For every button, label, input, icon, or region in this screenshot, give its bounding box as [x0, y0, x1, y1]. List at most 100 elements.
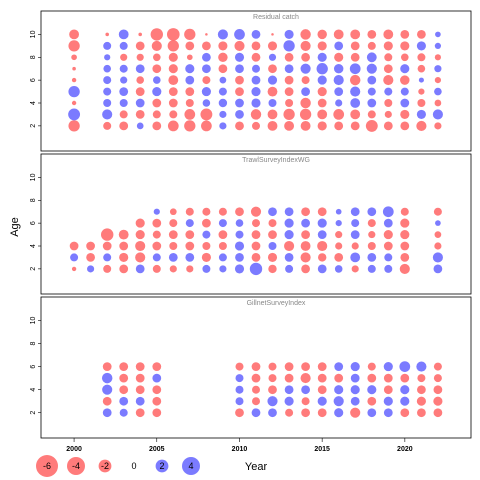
bubble [202, 41, 211, 51]
bubble [333, 109, 345, 120]
bubble [317, 385, 327, 395]
legend-item: 4 [182, 457, 200, 475]
bubble [285, 99, 294, 107]
bubble [434, 231, 442, 238]
bubble [152, 241, 162, 251]
bubble [218, 87, 227, 96]
bubble [268, 219, 277, 228]
bubble [168, 253, 178, 262]
bubble [252, 121, 260, 130]
bubble [384, 253, 393, 262]
y-tick-label: 10 [30, 30, 37, 38]
bubble [434, 77, 441, 84]
bubble [120, 76, 128, 84]
bubble [185, 75, 195, 85]
bubble [268, 64, 277, 74]
bubble [152, 373, 162, 383]
bubble [367, 242, 376, 250]
bubble [367, 385, 377, 395]
bubble [285, 264, 294, 273]
y-tick-label: 2 [30, 267, 37, 271]
bubble [433, 408, 443, 418]
legend-item: -4 [67, 457, 85, 475]
bubble [284, 230, 294, 240]
bubble [235, 64, 244, 74]
bubble [284, 75, 294, 85]
panel-title: GillnetSurveyIndex [247, 300, 306, 307]
bubble [119, 373, 129, 383]
bubble [102, 384, 113, 395]
bubble [366, 52, 377, 63]
bubble [251, 30, 261, 39]
bubble [284, 385, 294, 395]
bubble [169, 219, 178, 228]
legend-item: -2 [98, 459, 112, 473]
bubble [251, 41, 261, 51]
bubble [252, 385, 260, 394]
bubble [301, 218, 310, 228]
bubble [335, 208, 342, 215]
panel-title: TrawlSurveyIndexWG [242, 157, 310, 164]
bubble [119, 87, 129, 96]
bubble [350, 52, 360, 62]
bubble [317, 373, 327, 383]
bubble [235, 75, 244, 85]
bubble [350, 230, 360, 239]
bubble [383, 241, 393, 251]
bubble [301, 76, 310, 85]
size-legend: -6 -4 -2 0 2 4 [36, 455, 200, 477]
bubble [367, 207, 377, 217]
bubble [168, 52, 178, 62]
bubble [435, 31, 441, 38]
legend-bubble [182, 457, 200, 475]
bubble [349, 63, 361, 75]
bubble [400, 64, 410, 74]
bubble [119, 41, 128, 50]
bubble [70, 253, 79, 262]
bubble [400, 41, 410, 51]
bubble [251, 98, 261, 108]
legend-label: 4 [188, 461, 193, 471]
bubble [334, 362, 344, 371]
bubble [416, 109, 426, 119]
bubble [400, 230, 410, 240]
bubble [103, 121, 112, 130]
bubble [71, 266, 77, 272]
y-tick-label: 4 [30, 101, 37, 105]
bubble [185, 41, 195, 51]
bubble [284, 218, 294, 228]
bubble [350, 207, 360, 217]
bubble [103, 87, 112, 96]
bubble [69, 29, 79, 40]
bubble [284, 64, 294, 74]
bubble [334, 385, 344, 395]
bubble [219, 265, 227, 273]
bubble [316, 63, 328, 75]
bubble [435, 220, 441, 226]
bubble [103, 76, 112, 85]
bubble [383, 230, 393, 240]
bubble [186, 54, 193, 61]
bubble [251, 241, 261, 251]
y-tick-label: 6 [30, 78, 37, 82]
bubble [367, 373, 377, 383]
bubble [71, 77, 77, 83]
bubble [218, 253, 227, 262]
bubble [119, 408, 128, 417]
bubble [217, 29, 228, 40]
bubble [218, 98, 228, 108]
bubble [301, 397, 310, 406]
bubble [185, 230, 195, 239]
bubble [186, 265, 194, 273]
bubble [384, 53, 393, 62]
bubble [417, 408, 426, 418]
bubble [234, 264, 245, 274]
bubble [102, 241, 112, 251]
x-tick-label: 2005 [149, 446, 165, 453]
bubble [119, 99, 128, 107]
bubble [301, 362, 310, 371]
bubble [87, 265, 95, 273]
bubble [185, 87, 195, 96]
bubble [418, 77, 424, 83]
